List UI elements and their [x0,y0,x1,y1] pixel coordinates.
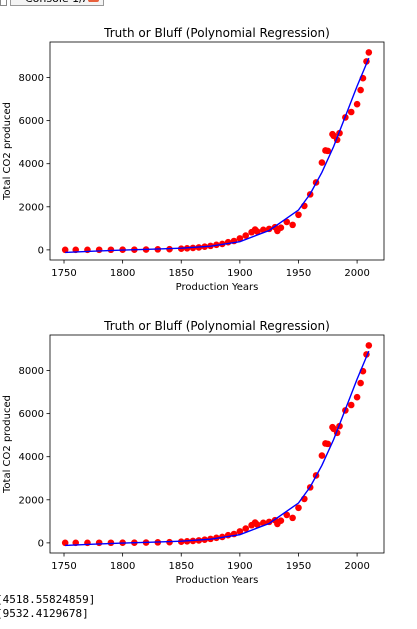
data-point [277,517,285,524]
data-point [254,521,261,528]
data-point [324,147,332,155]
y-tick-label: 8000 [19,366,44,377]
data-point [295,211,302,219]
fit-line [65,350,370,547]
data-point [289,221,296,229]
output-line: [9532.4129678] [0,607,89,620]
console-tab[interactable]: Console 1/A [10,0,104,6]
y-axis-label: Total CO2 produced [2,102,13,201]
fit-line [65,57,370,254]
x-tick-label: 1800 [110,268,135,279]
data-point [107,539,115,547]
data-point [242,232,250,239]
data-point [365,342,373,349]
y-tick-label: 2000 [19,495,44,506]
data-point [95,539,103,547]
data-point [353,393,361,401]
data-point [353,100,361,108]
axes-frame [49,41,385,261]
y-tick-label: 0 [38,245,44,256]
x-tick-label: 1750 [51,561,76,572]
x-tick-label: 1950 [286,561,311,572]
axes-frame [49,334,385,554]
x-tick-label: 1850 [169,561,194,572]
data-point [347,108,355,116]
data-point [95,246,103,254]
chart-title: Truth or Bluff (Polynomial Regression) [103,26,330,40]
x-tick-label: 1900 [227,268,252,279]
data-point [365,49,373,56]
chart-title: Truth or Bluff (Polynomial Regression) [103,319,330,333]
data-point [236,235,244,242]
data-point [318,452,326,459]
data-point [254,228,261,235]
data-point [324,440,332,448]
x-tick-label: 2000 [344,561,369,572]
x-tick-label: 1850 [169,268,194,279]
data-point [289,514,296,522]
data-point [283,511,291,519]
y-tick-label: 2000 [19,202,44,213]
x-axis-label: Production Years [176,575,259,586]
plots: Truth or Bluff (Polynomial Regression) Pr… [2,26,385,586]
data-point [283,218,291,226]
y-axis-label: Total CO2 produced [2,395,13,494]
x-axis-label: Production Years [176,282,259,293]
x-tick-label: 1800 [110,561,135,572]
data-point [242,525,250,532]
y-tick-label: 6000 [19,116,44,127]
tab-close[interactable] [88,0,99,2]
x-tick-label: 1750 [51,268,76,279]
y-tick-label: 8000 [19,73,44,84]
data-point [277,224,285,231]
data-point [347,401,355,409]
data-point [236,528,244,535]
y-tick-label: 4000 [19,452,44,463]
data-point [357,379,364,387]
data-point [318,159,326,166]
output-line: [4518.55824859] [0,593,96,606]
data-point [61,539,69,547]
data-point [61,246,69,254]
data-point [107,246,115,254]
x-tick-label: 2000 [344,268,369,279]
data-point [357,86,364,94]
y-tick-label: 4000 [19,159,44,170]
y-tick-label: 0 [38,538,44,549]
data-point [295,504,302,512]
tab-label: Console 1/A [25,0,90,5]
x-tick-label: 1950 [286,268,311,279]
y-tick-label: 6000 [19,409,44,420]
console-icon [0,0,7,6]
x-tick-label: 1900 [227,561,252,572]
